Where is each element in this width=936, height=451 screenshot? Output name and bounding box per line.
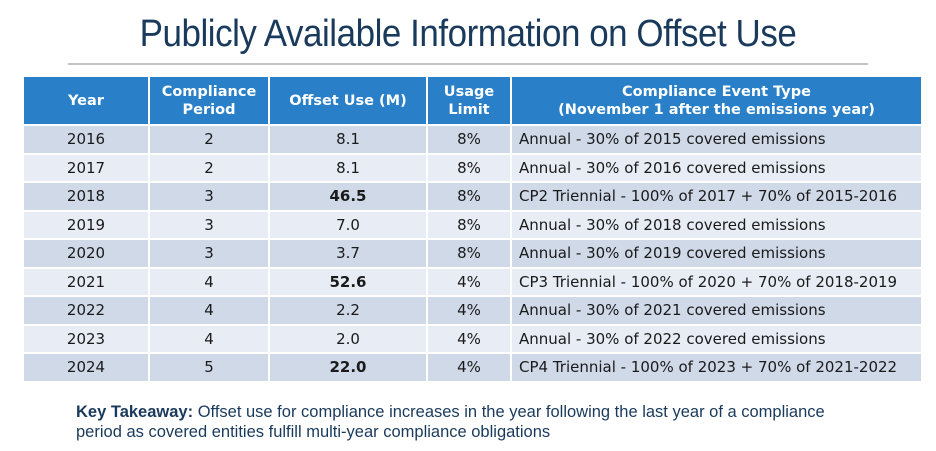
year-cell: 2016 <box>24 125 150 155</box>
table-row: 2023 4 2.0 4% Annual - 30% of 2022 covered e… <box>24 324 921 354</box>
title-divider <box>68 63 868 65</box>
year-cell: 2024 <box>24 353 150 383</box>
compliance-event-cell: Annual - 30% of 2015 covered emissions <box>511 125 921 155</box>
offset-use-cell: 8.1 <box>269 125 428 155</box>
offset-use-cell: 8.1 <box>269 153 428 183</box>
usage-limit-cell: 4% <box>427 267 512 297</box>
compliance-period-cell: 4 <box>149 324 270 354</box>
key-takeaway-label: Key Takeaway: <box>76 403 194 421</box>
table-row: 2017 2 8.1 8% Annual - 30% of 2016 covered e… <box>24 153 921 183</box>
usage-limit-cell: 8% <box>427 153 512 183</box>
header-usage-limit: Usage Limit <box>427 77 512 126</box>
compliance-event-cell: CP2 Triennial - 100% of 2017 + 70% of 20… <box>511 182 921 212</box>
compliance-period-cell: 4 <box>149 296 270 326</box>
key-takeaway: Key Takeaway: Offset use for compliance … <box>76 402 856 442</box>
compliance-event-cell: CP4 Triennial - 100% of 2023 + 70% of 20… <box>511 353 921 383</box>
header-year: Year <box>24 77 150 126</box>
header-offset-use: Offset Use (M) <box>269 77 428 126</box>
table-row: 2018 3 46.5 8% CP2 Triennial - 100% of 2017 … <box>24 182 921 212</box>
usage-limit-cell: 8% <box>427 125 512 155</box>
header-compliance-period-line2: Period <box>182 101 236 118</box>
table-row: 2019 3 7.0 8% Annual - 30% of 2018 covered e… <box>24 210 921 240</box>
usage-limit-cell: 8% <box>427 182 512 212</box>
header-event-line1: Compliance Event Type <box>622 83 811 100</box>
usage-limit-cell: 4% <box>427 296 512 326</box>
header-usage-limit-line2: Limit <box>448 101 490 118</box>
year-cell: 2021 <box>24 267 150 297</box>
header-compliance-period-line1: Compliance <box>161 83 257 100</box>
year-cell: 2018 <box>24 182 150 212</box>
compliance-event-cell: CP3 Triennial - 100% of 2020 + 70% of 20… <box>511 267 921 297</box>
offset-use-cell: 3.7 <box>269 239 428 269</box>
offset-use-cell: 22.0 <box>269 353 428 383</box>
table-row: 2016 2 8.1 8% Annual - 30% of 2015 covered e… <box>24 125 921 155</box>
year-cell: 2019 <box>24 210 150 240</box>
offset-use-cell: 52.6 <box>269 267 428 297</box>
year-cell: 2017 <box>24 153 150 183</box>
compliance-period-cell: 3 <box>149 210 270 240</box>
offset-use-table: Year Compliance Period Offset Use (M) Usa… <box>24 77 921 383</box>
compliance-event-cell: Annual - 30% of 2022 covered emissions <box>511 324 921 354</box>
table-row: 2022 4 2.2 4% Annual - 30% of 2021 covered e… <box>24 296 921 326</box>
offset-use-cell: 7.0 <box>269 210 428 240</box>
compliance-event-cell: Annual - 30% of 2016 covered emissions <box>511 153 921 183</box>
header-event-line2: (November 1 after the emissions year) <box>558 101 875 118</box>
compliance-event-cell: Annual - 30% of 2018 covered emissions <box>511 210 921 240</box>
table-row: 2024 5 22.0 4% CP4 Triennial - 100% of 2023 … <box>24 353 921 383</box>
usage-limit-cell: 4% <box>427 353 512 383</box>
header-compliance-period: Compliance Period <box>149 77 270 126</box>
compliance-period-cell: 3 <box>149 239 270 269</box>
offset-use-cell: 2.0 <box>269 324 428 354</box>
header-offset-use-label: Offset Use (M) <box>289 92 407 109</box>
header-compliance-event-type: Compliance Event Type (November 1 after t… <box>511 77 921 126</box>
year-cell: 2023 <box>24 324 150 354</box>
key-takeaway-text: Offset use for compliance increases in t… <box>76 403 825 441</box>
usage-limit-cell: 4% <box>427 324 512 354</box>
year-cell: 2020 <box>24 239 150 269</box>
table-row: 2021 4 52.6 4% CP3 Triennial - 100% of 2020 … <box>24 267 921 297</box>
header-usage-limit-line1: Usage <box>443 83 495 100</box>
offset-use-cell: 2.2 <box>269 296 428 326</box>
table-row: 2020 3 3.7 8% Annual - 30% of 2019 covered e… <box>24 239 921 269</box>
compliance-period-cell: 5 <box>149 353 270 383</box>
usage-limit-cell: 8% <box>427 239 512 269</box>
compliance-event-cell: Annual - 30% of 2019 covered emissions <box>511 239 921 269</box>
year-cell: 2022 <box>24 296 150 326</box>
compliance-period-cell: 2 <box>149 125 270 155</box>
header-year-label: Year <box>68 92 104 109</box>
usage-limit-cell: 8% <box>427 210 512 240</box>
offset-use-cell: 46.5 <box>269 182 428 212</box>
compliance-period-cell: 4 <box>149 267 270 297</box>
page-title: Publicly Available Information on Offset… <box>139 13 797 55</box>
compliance-event-cell: Annual - 30% of 2021 covered emissions <box>511 296 921 326</box>
compliance-period-cell: 3 <box>149 182 270 212</box>
compliance-period-cell: 2 <box>149 153 270 183</box>
table-header-row: Year Compliance Period Offset Use (M) Usa… <box>24 77 921 126</box>
